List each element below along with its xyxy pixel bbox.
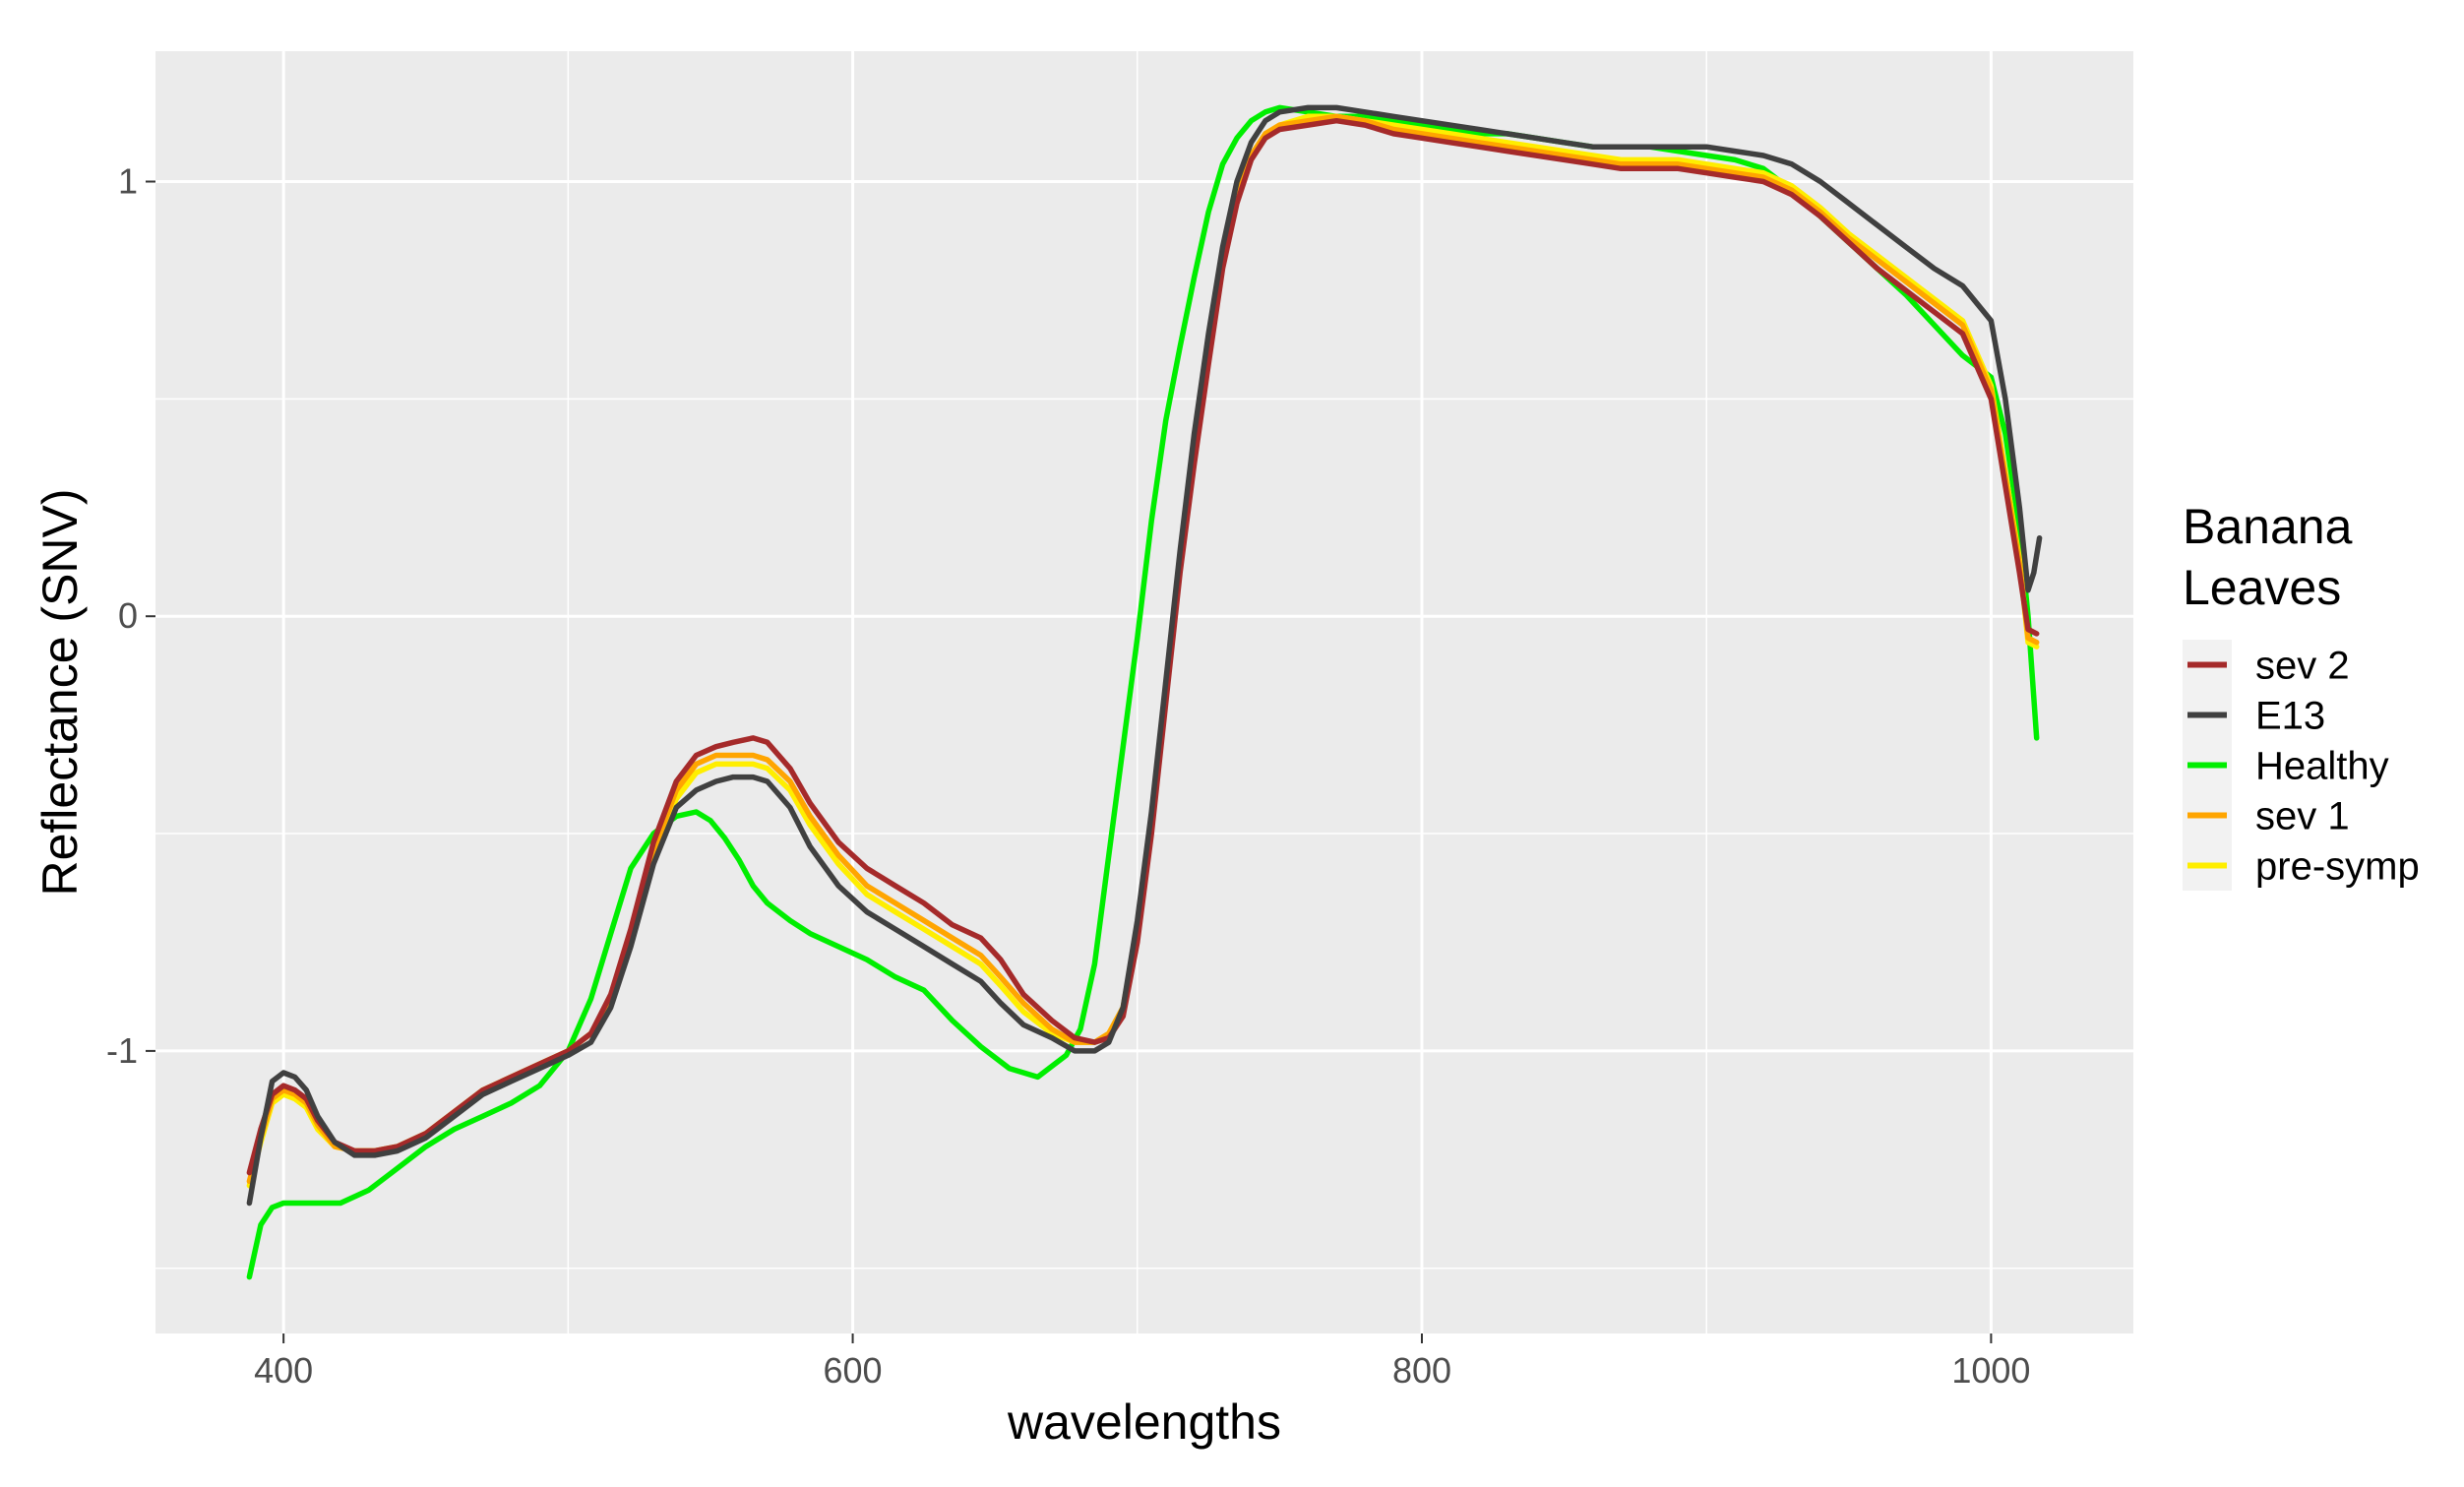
legend-label-sev-2: sev 2 xyxy=(2255,645,2350,688)
legend-label-pre-symp: pre-symp xyxy=(2255,845,2420,889)
x-tick-label: 800 xyxy=(1392,1350,1451,1391)
legend-items: sev 2 E13 Healthy sev 1 pre-symp xyxy=(2183,640,2420,891)
y-tick-label: 1 xyxy=(118,161,138,202)
y-axis: -1 0 1 xyxy=(106,161,155,1071)
series-lines xyxy=(246,104,2043,1280)
legend-label-healthy: Healthy xyxy=(2255,745,2389,788)
y-tick-label: -1 xyxy=(106,1030,138,1071)
x-axis: 400 600 800 1000 xyxy=(254,1333,2030,1391)
y-axis-title: Reflectance (SNV) xyxy=(32,488,88,896)
x-tick-label: 1000 xyxy=(1951,1350,2030,1391)
x-tick-label: 400 xyxy=(254,1350,313,1391)
minor-gridlines xyxy=(155,51,2133,1333)
plot-panel xyxy=(155,51,2133,1333)
legend: Banana Leaves sev 2 E13 Healthy sev 1 pre-sy… xyxy=(2183,499,2420,891)
y-tick-label: 0 xyxy=(118,595,138,636)
x-tick-label: 600 xyxy=(824,1350,883,1391)
x-axis-title: wavelengths xyxy=(1007,1394,1281,1450)
series-line-healthy xyxy=(246,104,2040,1280)
legend-label-sev-1: sev 1 xyxy=(2255,795,2350,838)
legend-title-line-1: Banana xyxy=(2183,499,2353,554)
legend-title-line-2: Leaves xyxy=(2183,560,2341,615)
series-line-e13 xyxy=(246,104,2043,1207)
legend-label-e13: E13 xyxy=(2255,695,2325,738)
major-gridlines xyxy=(155,51,2133,1333)
